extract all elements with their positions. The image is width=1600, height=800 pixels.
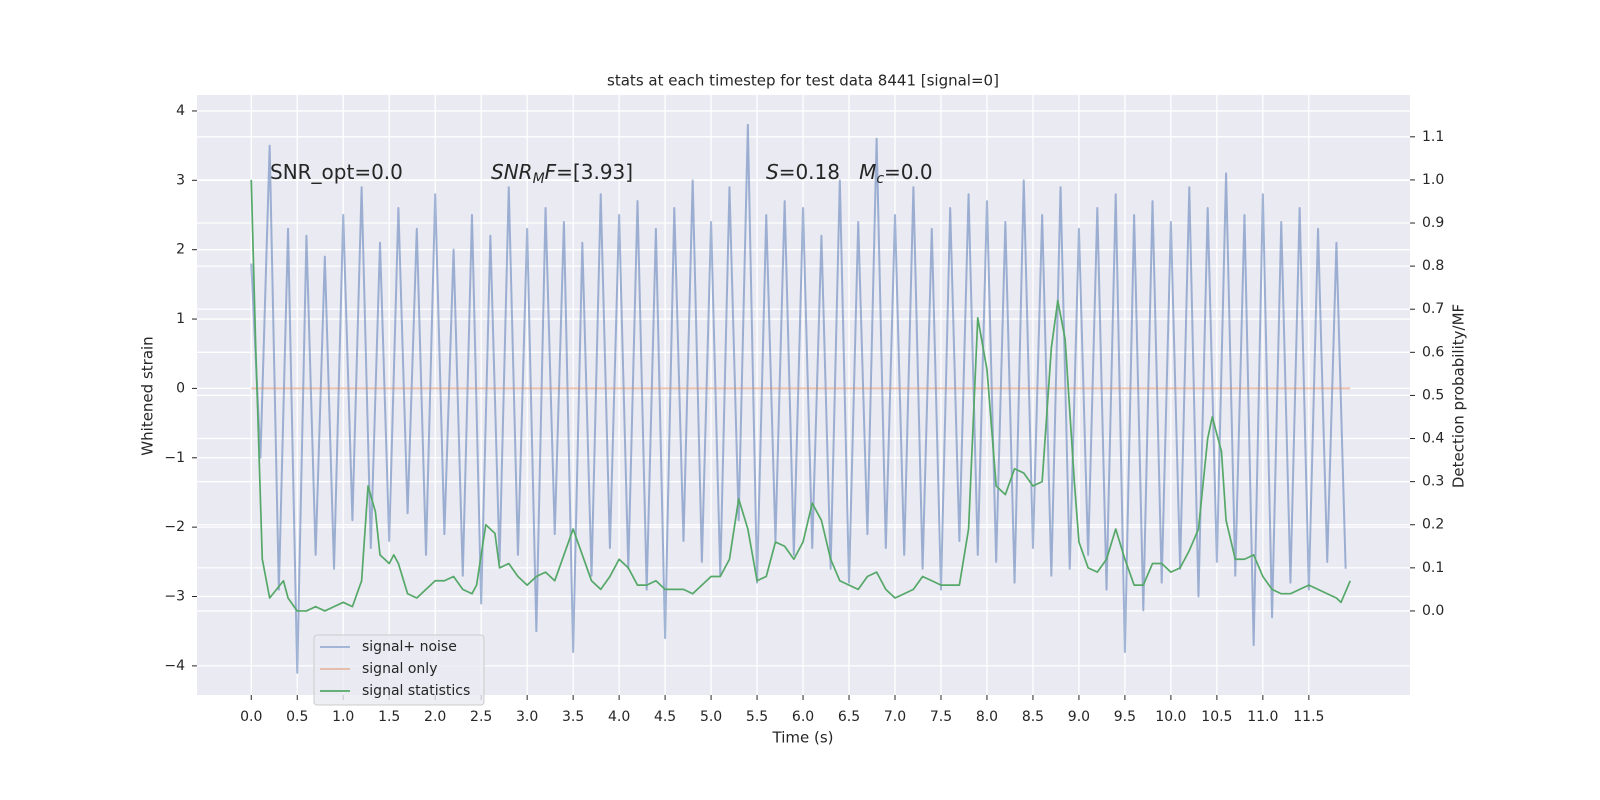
y-tick-label: −3 [164, 589, 185, 605]
x-tick-label: 7.5 [930, 709, 952, 725]
legend-label: signal+ noise [362, 639, 457, 655]
annotation-part: =0.18 [779, 160, 859, 184]
series-line [250, 179, 1352, 612]
x-tick-label: 11.5 [1293, 709, 1324, 725]
y2-tick-label: 0.5 [1422, 387, 1444, 403]
y-tick-label: −1 [164, 450, 185, 466]
y2-tick-label: 0.6 [1422, 344, 1444, 360]
x-tick-label: 5.0 [700, 709, 722, 725]
x-tick-label: 6.0 [792, 709, 814, 725]
legend-label: signal statistics [362, 683, 470, 699]
x-tick-label: 0.5 [286, 709, 308, 725]
y2-tick-label: 1.0 [1422, 172, 1444, 188]
annotation-part: F [545, 160, 557, 184]
annotation: S=0.18 Mc=0.0 [766, 160, 933, 188]
y-tick-label: 0 [176, 380, 185, 396]
annotation-part: M [533, 171, 545, 187]
x-tick-label: 5.5 [746, 709, 768, 725]
annotation-part: SNR [491, 160, 533, 184]
annotation: SNR_opt=0.0 [270, 160, 403, 184]
y2-tick-label: 0.0 [1422, 603, 1444, 619]
annotation-part: M [859, 160, 876, 184]
y2-axis-label: Detection probability/MF [1450, 304, 1468, 488]
x-tick-label: 6.5 [838, 709, 860, 725]
x-tick-label: 2.5 [470, 709, 492, 725]
series-line [250, 123, 1347, 674]
y2-tick-label: 1.1 [1422, 129, 1444, 145]
x-tick-label: 0.0 [240, 709, 262, 725]
chart-title: stats at each timestep for test data 844… [607, 72, 999, 90]
annotation-part: S [766, 160, 779, 184]
x-tick-label: 4.0 [608, 709, 630, 725]
x-axis-label: Time (s) [772, 729, 834, 747]
legend-label: signal only [362, 661, 437, 677]
marks [250, 123, 1352, 674]
x-tick-label: 8.0 [976, 709, 998, 725]
x-tick-label: 3.5 [562, 709, 584, 725]
annotation: SNRMF=[3.93] [491, 160, 633, 188]
annotation-part: =0.0 [884, 160, 933, 184]
x-tick-label: 11.0 [1247, 709, 1278, 725]
y2-tick-label: 0.9 [1422, 215, 1444, 231]
y-tick-label: 1 [176, 311, 185, 327]
y-axis-label: Whitened strain [139, 336, 157, 455]
y2-tick-label: 0.2 [1422, 517, 1444, 533]
y2-tick-label: 0.4 [1422, 431, 1444, 447]
y-tick-label: 2 [176, 242, 185, 258]
x-tick-label: 10.0 [1155, 709, 1186, 725]
y2-tick-label: 0.3 [1422, 474, 1444, 490]
x-tick-label: 1.5 [378, 709, 400, 725]
y-tick-label: −4 [164, 658, 185, 674]
annotation-part: =[3.93] [556, 160, 633, 184]
y-tick-label: −2 [164, 519, 185, 535]
y-tick-label: 4 [176, 103, 185, 119]
labels: 0.0 0.5 1.0 1.5 2.0 2.5 3.0 3.5 4.0 4.5 5.0 5.5 6.0 6… [164, 103, 1444, 725]
y2-tick-label: 0.8 [1422, 258, 1444, 274]
x-tick-label: 8.5 [1022, 709, 1044, 725]
x-tick-label: 1.0 [332, 709, 354, 725]
annotation-part: c [876, 171, 884, 187]
x-tick-label: 3.0 [516, 709, 538, 725]
y2-tick-label: 0.1 [1422, 560, 1444, 576]
x-tick-label: 4.5 [654, 709, 676, 725]
x-tick-label: 9.0 [1068, 709, 1090, 725]
y2-tick-label: 0.7 [1422, 301, 1444, 317]
x-tick-label: 9.5 [1114, 709, 1136, 725]
x-tick-label: 7.0 [884, 709, 906, 725]
x-tick-label: 2.0 [424, 709, 446, 725]
y-tick-label: 3 [176, 172, 185, 188]
annotation-part: SNR_opt=0.0 [270, 160, 403, 184]
x-tick-label: 10.5 [1201, 709, 1232, 725]
legend-box [313, 634, 485, 706]
